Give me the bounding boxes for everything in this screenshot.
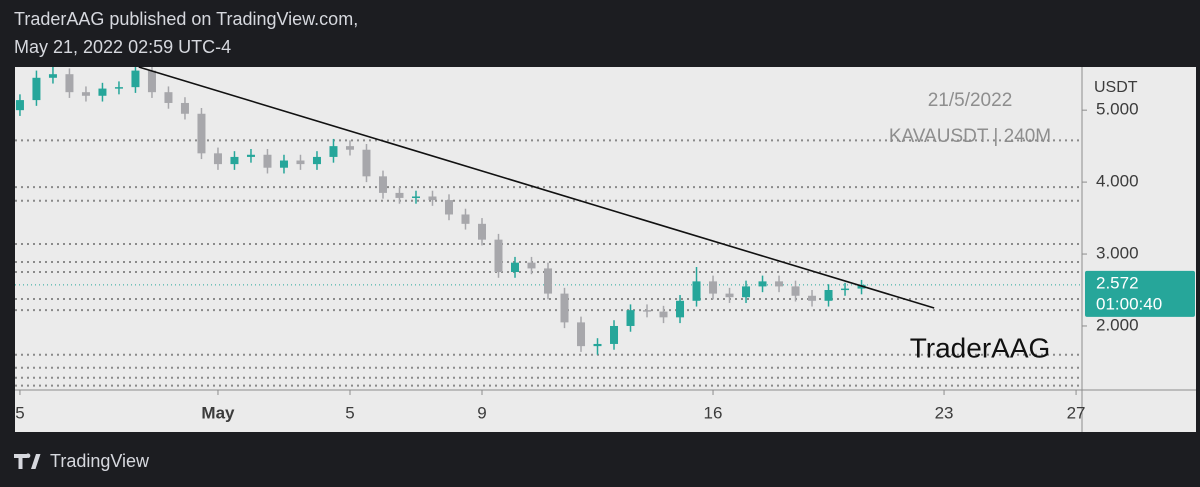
tv-logo — [14, 453, 41, 469]
x-tick-label: 5 — [345, 403, 354, 422]
candle-body — [709, 281, 718, 294]
candle-body — [791, 286, 800, 296]
candle-body — [263, 154, 272, 168]
candle-body — [114, 87, 123, 89]
candle-body — [180, 102, 189, 114]
candle-body — [742, 286, 751, 298]
x-tick-label: May — [201, 403, 235, 422]
candle-body — [477, 223, 486, 240]
header-line: May 21, 2022 02:59 UTC-4 — [14, 37, 231, 57]
x-tick-label: 5 — [15, 403, 24, 422]
candle-body — [329, 146, 338, 157]
candle-body — [213, 153, 222, 165]
symbol-watermark: KAVAUSDT | 240M — [889, 126, 1051, 147]
candle-body — [395, 192, 404, 198]
candle-body — [775, 281, 784, 287]
author-watermark: TraderAAG — [910, 332, 1051, 363]
price-label: 2.572 — [1096, 273, 1139, 292]
candle-body — [643, 310, 652, 312]
x-tick-label: 16 — [704, 403, 723, 422]
candle-body — [48, 74, 57, 78]
candle-body — [147, 70, 156, 93]
candle-body — [428, 196, 437, 201]
candle-body — [692, 281, 701, 301]
brand: TradingView — [50, 451, 150, 471]
candle-body — [444, 200, 453, 215]
header-line: TraderAAG published on TradingView.com, — [14, 9, 358, 29]
candle-body — [494, 239, 503, 273]
x-tick-label: 23 — [935, 403, 954, 422]
candle-body — [511, 262, 520, 273]
countdown-label: 01:00:40 — [1096, 294, 1162, 313]
candle-body — [527, 262, 536, 269]
candle-body — [98, 88, 107, 96]
candle-body — [15, 100, 24, 111]
date-watermark: 21/5/2022 — [928, 90, 1013, 111]
candle-body — [461, 214, 470, 224]
y-tick-label: 3.000 — [1096, 244, 1139, 263]
candle-body — [230, 156, 239, 165]
candle-body — [246, 154, 255, 157]
candle-body — [131, 70, 140, 88]
candle-body — [296, 160, 305, 165]
candle-body — [758, 281, 767, 287]
candle-body — [676, 300, 685, 318]
trendline — [138, 66, 935, 309]
price-label-box — [1085, 270, 1195, 317]
candle-body — [279, 160, 288, 168]
candle-body — [593, 343, 602, 347]
candle-body — [378, 176, 387, 193]
candle-body — [841, 288, 850, 291]
candle-body — [65, 74, 74, 93]
candle-body — [544, 268, 553, 294]
candle-body — [824, 290, 833, 301]
candle-body — [610, 325, 619, 344]
x-tick-label: 9 — [477, 403, 486, 422]
candle-body — [725, 293, 734, 298]
candle-body — [808, 295, 817, 301]
candle-body — [560, 293, 569, 323]
candle-body — [345, 146, 354, 150]
candle-body — [312, 156, 321, 165]
candle-body — [197, 113, 206, 154]
candle-body — [362, 149, 371, 177]
chart-panel — [15, 67, 1196, 432]
candle-body — [626, 310, 635, 326]
candle-body — [411, 196, 420, 198]
candle-body — [577, 322, 586, 347]
y-tick-label: 2.000 — [1096, 315, 1139, 334]
y-axis-label: USDT — [1094, 79, 1138, 96]
x-tick-label: 27 — [1067, 403, 1086, 422]
candle-body — [81, 92, 90, 96]
candle-body — [164, 92, 173, 103]
y-tick-label: 4.000 — [1096, 172, 1139, 191]
candle-body — [32, 77, 41, 101]
candle-body — [659, 311, 668, 318]
y-tick-label: 5.000 — [1096, 100, 1139, 119]
